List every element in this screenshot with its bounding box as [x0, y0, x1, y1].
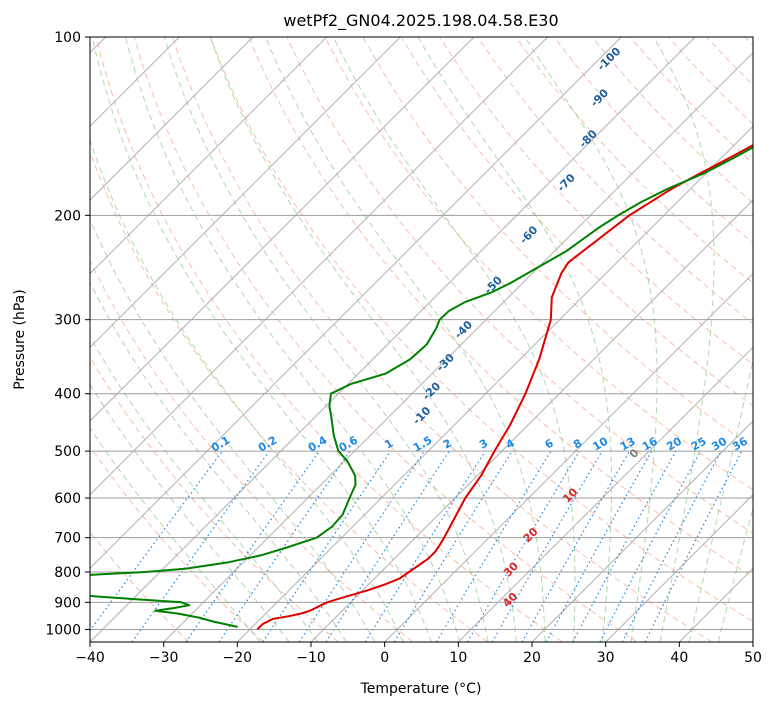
x-tick-label: 20	[523, 650, 541, 666]
chart-title: wetPf2_GN04.2025.198.04.58.E30	[283, 11, 558, 31]
y-tick-label: 100	[54, 30, 81, 46]
x-tick-label: 30	[597, 650, 615, 666]
x-tick-label: −10	[296, 650, 326, 666]
x-tick-label: −30	[149, 650, 179, 666]
y-tick-label: 500	[54, 444, 81, 460]
y-tick-label: 800	[54, 565, 81, 581]
x-tick-label: 40	[670, 650, 688, 666]
y-tick-label: 1000	[45, 622, 81, 638]
y-tick-label: 200	[54, 208, 81, 224]
x-tick-label: −20	[223, 650, 253, 666]
y-tick-label: 900	[54, 595, 81, 611]
y-tick-label: 600	[54, 491, 81, 507]
y-axis-label: Pressure (hPa)	[12, 289, 28, 389]
y-tick-label: 700	[54, 531, 81, 547]
x-axis-label: Temperature (°C)	[360, 681, 482, 697]
x-tick-label: 10	[449, 650, 467, 666]
y-tick-label: 400	[54, 387, 81, 403]
x-tick-label: 0	[380, 650, 389, 666]
x-tick-label: 50	[744, 650, 762, 666]
x-tick-label: −40	[75, 650, 105, 666]
y-tick-label: 300	[54, 313, 81, 329]
